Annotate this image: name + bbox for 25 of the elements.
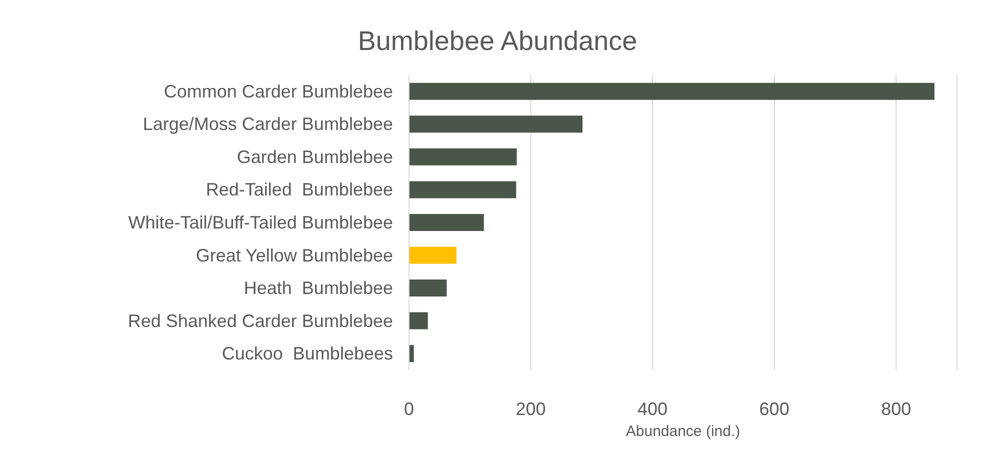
bar <box>409 312 428 330</box>
bar <box>409 181 516 198</box>
x-tick-label: 600 <box>759 398 790 419</box>
x-tick-label: 800 <box>881 398 912 419</box>
y-tick-label: Red Shanked Carder Bumblebee <box>128 310 393 331</box>
y-tick-label: Garden Bumblebee <box>236 146 393 167</box>
bar <box>409 214 484 231</box>
y-tick-label: Cuckoo Bumblebees <box>222 344 393 364</box>
y-tick-label: Large/Moss Carder Bumblebee <box>142 114 393 134</box>
bar <box>409 82 934 100</box>
bar <box>409 280 447 297</box>
y-tick-label: Red-Tailed Bumblebee <box>206 180 393 200</box>
x-tick-label: 0 <box>404 398 414 419</box>
y-tick-label: Heath Bumblebee <box>244 278 393 298</box>
bar <box>409 116 583 133</box>
bar <box>409 148 517 166</box>
x-tick-label: 400 <box>638 398 668 419</box>
bar <box>409 246 456 264</box>
bar <box>409 345 414 362</box>
chart-title: Bumblebee Abundance <box>356 26 638 57</box>
y-tick-label: Common Carder Bumblebee <box>164 81 393 102</box>
x-axis-title: Abundance (ind.) <box>626 423 740 440</box>
y-tick-label: White-Tail/Buff-Tailed Bumblebee <box>128 212 393 232</box>
x-tick-label: 200 <box>516 398 546 419</box>
y-tick-label: Great Yellow Bumblebee <box>196 245 393 266</box>
